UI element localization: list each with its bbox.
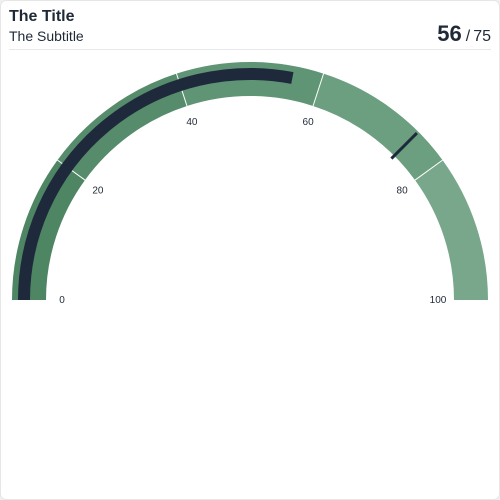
gauge-tick-label: 80 [397,185,409,196]
chart-title: The Title [9,8,75,25]
chart-subtitle: The Subtitle [9,28,84,44]
gauge-tick-label: 20 [92,185,104,196]
card-header: The Title The Subtitle 56/75 [9,7,491,50]
value-separator: / [465,28,471,45]
gauge-divider-4 [414,159,443,181]
gauge-value-bar [18,68,294,301]
gauge-tick-label: 100 [430,295,447,306]
value-readout: 56/75 [437,21,491,47]
target-value: 75 [473,28,491,45]
gauge-target-marker [390,132,418,160]
gauge-tick-label: 0 [59,295,65,306]
gauge-band-4 [415,160,488,300]
current-value: 56 [437,21,462,46]
gauge-band-3 [313,73,443,181]
gauge-divider-3 [312,73,325,107]
gauge-tick-label: 60 [303,117,315,128]
gauge-tick-label: 40 [186,117,198,128]
